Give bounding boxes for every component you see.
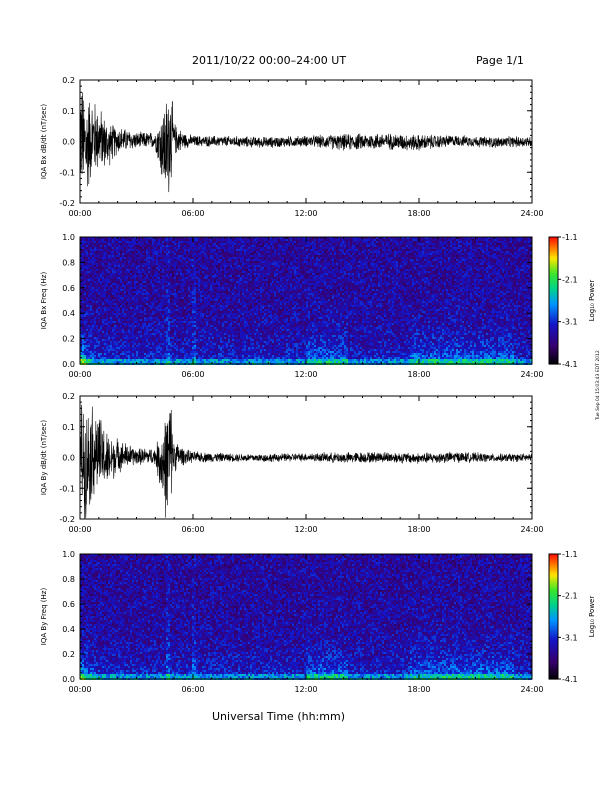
y-tick-label: 1.0 [62, 233, 75, 242]
x-tick-label: 24:00 [520, 525, 543, 534]
y-tick-label: 0.6 [62, 600, 75, 609]
y-tick-label: 0.2 [62, 76, 75, 85]
y-tick-label: -0.2 [59, 199, 75, 208]
y-tick-label: 0.1 [62, 423, 75, 432]
x-tick-label: 00:00 [68, 685, 91, 694]
x-tick-label: 06:00 [181, 370, 204, 379]
x-tick-label: 24:00 [520, 685, 543, 694]
colorbar-tick-label: -3.1 [562, 318, 578, 327]
y-tick-label: 0.2 [62, 335, 75, 344]
y-tick-label: 0.8 [62, 575, 75, 584]
x-tick-label: 12:00 [294, 209, 317, 218]
y-tick-label: 0.0 [62, 360, 75, 369]
series-line [80, 405, 532, 519]
x-tick-label: 18:00 [407, 209, 430, 218]
colorbar-tick-label: -4.1 [562, 675, 578, 684]
y-tick-label: 0.4 [62, 309, 75, 318]
x-tick-label: 24:00 [520, 370, 543, 379]
series-line [80, 92, 532, 192]
x-tick-label: 18:00 [407, 685, 430, 694]
colorbar-label: Log₁₀ Power [588, 280, 596, 322]
colorbar-tick-label: -1.1 [562, 233, 578, 242]
x-tick-label: 24:00 [520, 209, 543, 218]
x-tick-label: 00:00 [68, 370, 91, 379]
y-axis-label: IQA By dB/dt (nT/sec) [40, 420, 48, 495]
x-tick-label: 18:00 [407, 370, 430, 379]
colorbar-tick-label: -3.1 [562, 633, 578, 642]
y-tick-label: 0.4 [62, 625, 75, 634]
colorbar [549, 237, 558, 365]
x-tick-label: 12:00 [294, 685, 317, 694]
x-tick-label: 18:00 [407, 525, 430, 534]
x-tick-label: 12:00 [294, 370, 317, 379]
colorbar-tick-label: -2.1 [562, 592, 578, 601]
x-tick-label: 00:00 [68, 525, 91, 534]
x-axis-label: Universal Time (hh:mm) [212, 710, 345, 723]
colorbar-tick-label: -4.1 [562, 360, 578, 369]
y-tick-label: 0.0 [62, 675, 75, 684]
y-tick-label: 0.1 [62, 107, 75, 116]
colorbar-label: Log₁₀ Power [588, 596, 596, 638]
y-tick-label: -0.1 [59, 168, 75, 177]
y-axis-label: IQA Bx Freq (Hz) [40, 272, 48, 330]
x-tick-label: 06:00 [181, 685, 204, 694]
heatmap-cells [80, 554, 532, 680]
heatmap-cells [80, 237, 532, 365]
y-tick-label: 0.8 [62, 258, 75, 267]
x-tick-label: 06:00 [181, 525, 204, 534]
y-tick-label: 1.0 [62, 550, 75, 559]
timestamp-stamp: Tue Sep 04 15:03:43 EDT 2012 [596, 350, 601, 420]
colorbar-tick-label: -2.1 [562, 275, 578, 284]
y-tick-label: 0.0 [62, 138, 75, 147]
y-axis-label: IQA Bx dB/dt (nT/sec) [40, 104, 48, 179]
y-tick-label: 0.0 [62, 454, 75, 463]
y-axis-label: IQA By Freq (Hz) [40, 588, 48, 646]
y-tick-label: 0.6 [62, 284, 75, 293]
colorbar [549, 554, 558, 680]
colorbar-tick-label: -1.1 [562, 550, 578, 559]
y-tick-label: 0.2 [62, 392, 75, 401]
x-tick-label: 12:00 [294, 525, 317, 534]
x-tick-label: 00:00 [68, 209, 91, 218]
y-tick-label: 0.2 [62, 650, 75, 659]
x-tick-label: 06:00 [181, 209, 204, 218]
y-tick-label: -0.1 [59, 484, 75, 493]
y-tick-label: -0.2 [59, 515, 75, 524]
